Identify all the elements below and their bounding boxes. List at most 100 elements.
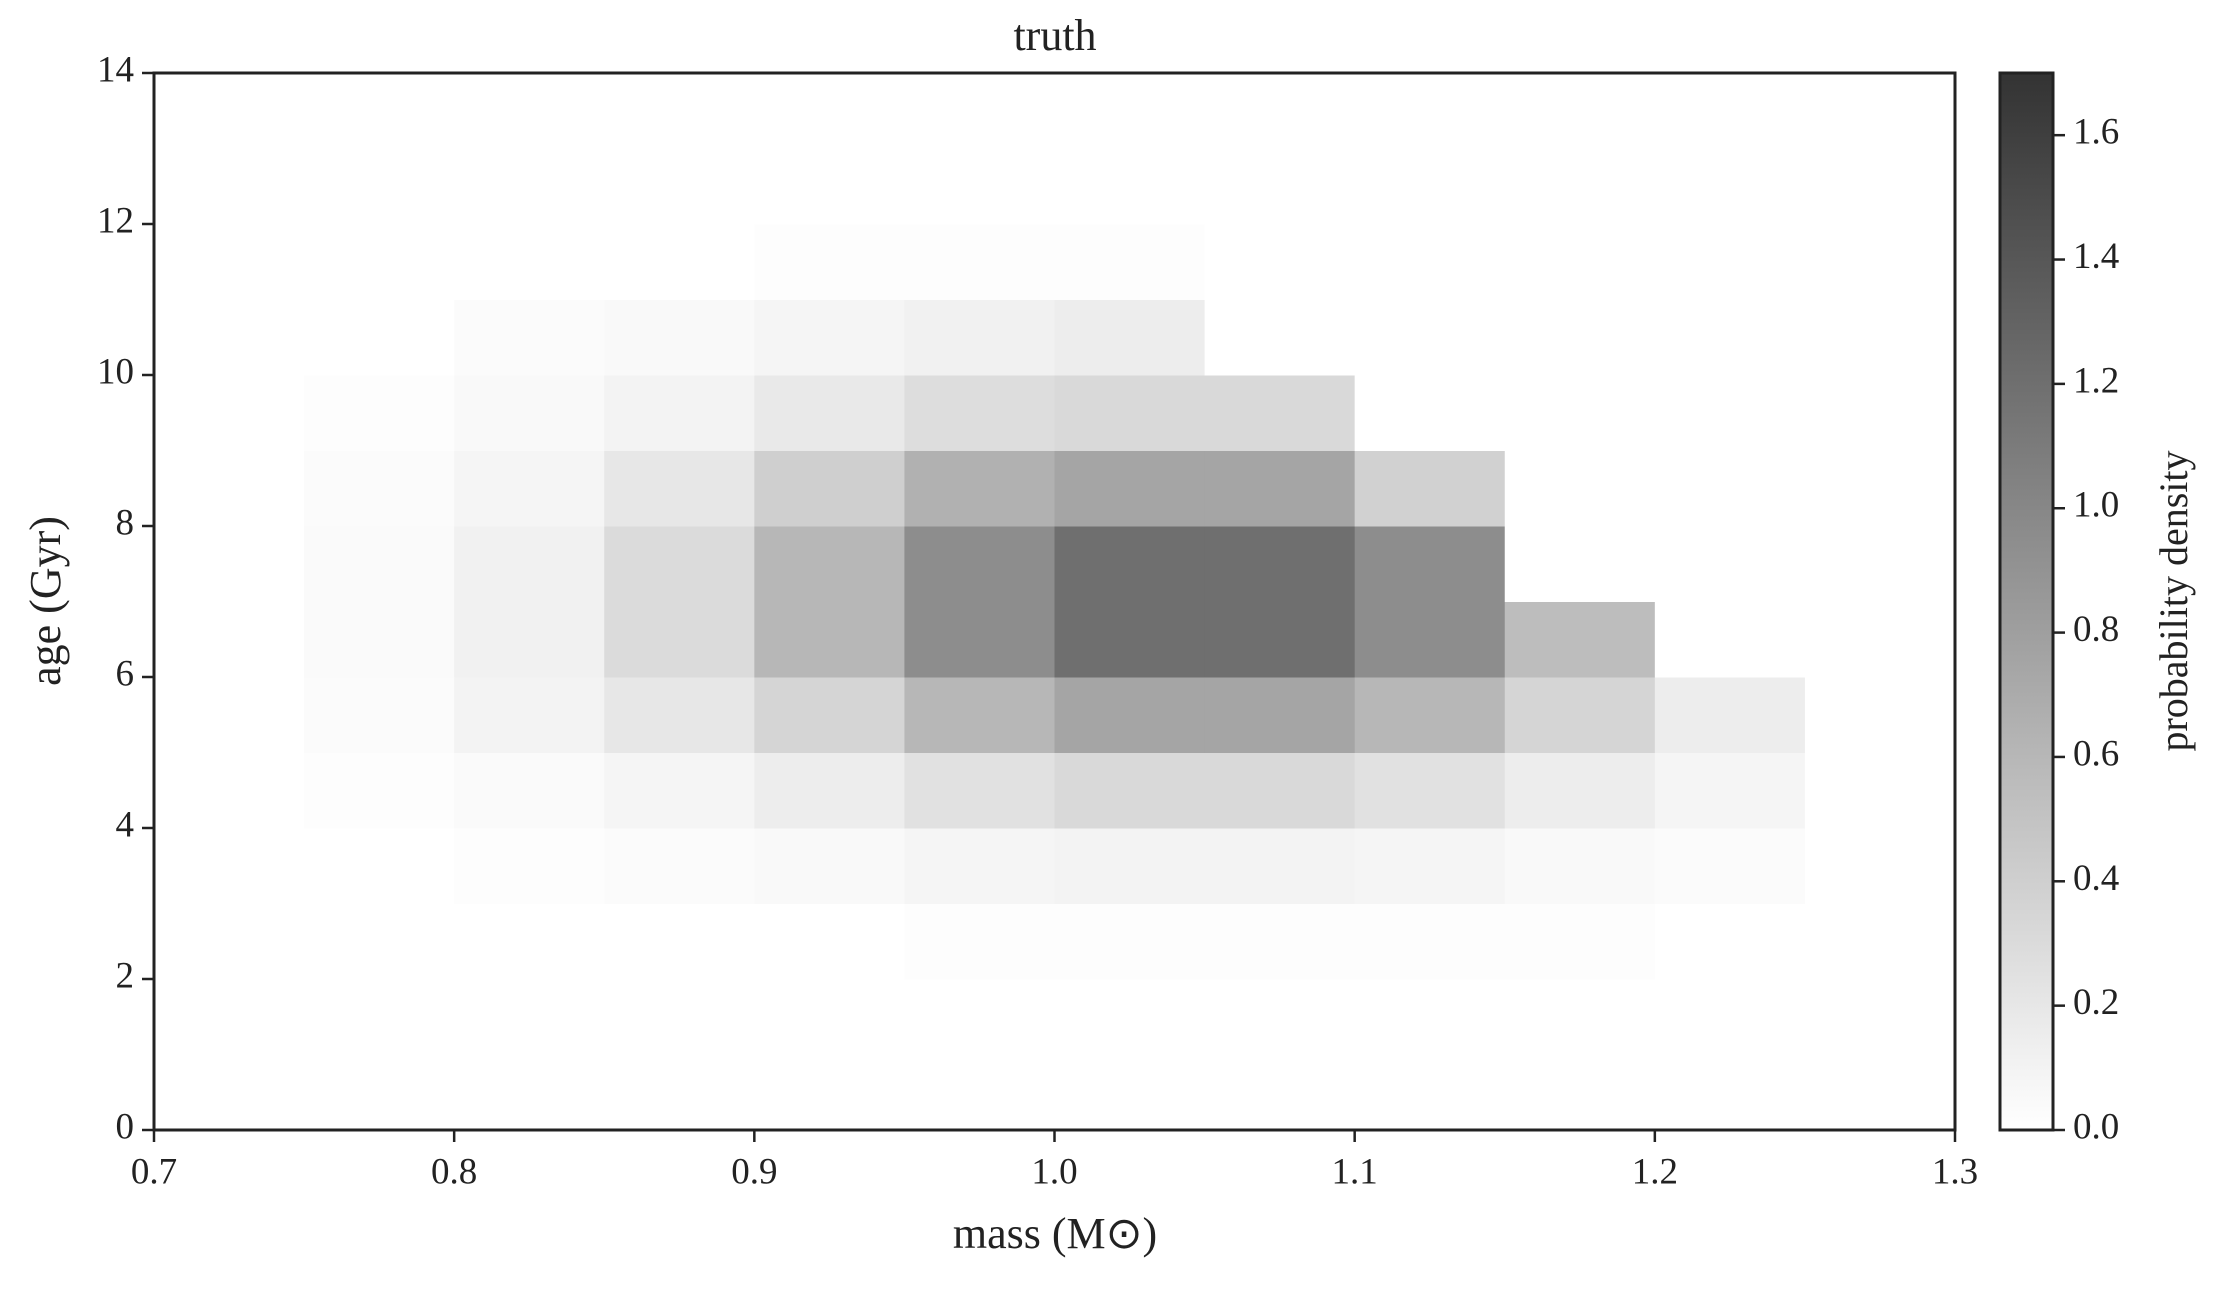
heatmap-cell — [1504, 526, 1656, 602]
heatmap-cell — [754, 450, 905, 527]
heatmap-cell — [1204, 299, 1356, 376]
heatmap-cell — [454, 828, 605, 904]
heatmap-cell — [1204, 450, 1356, 527]
x-tick-label: 1.2 — [1632, 1151, 1678, 1192]
heatmap-cell — [754, 73, 905, 149]
heatmap-cell — [754, 224, 905, 300]
heatmap-cell — [1354, 828, 1506, 904]
heatmap-cell — [154, 979, 305, 1055]
heatmap-cell — [1354, 224, 1506, 300]
heatmap-cell — [904, 299, 1055, 376]
heatmap-cell — [604, 224, 755, 300]
heatmap-cell — [1054, 299, 1206, 376]
heatmap-cell — [304, 1054, 455, 1131]
heatmap-cell — [754, 148, 905, 225]
heatmap-cell — [1504, 677, 1656, 753]
heatmap-cell — [304, 601, 455, 678]
heatmap-cell — [1354, 450, 1506, 527]
heatmap-cell — [754, 903, 905, 980]
heatmap-cell — [1204, 375, 1356, 451]
heatmap-cell — [154, 299, 305, 376]
heatmap-cell — [1054, 375, 1206, 451]
heatmap-cell — [1204, 73, 1356, 149]
colorbar-tick-label: 0.8 — [2073, 609, 2119, 650]
heatmap-cell — [1804, 73, 1956, 149]
heatmap-cell — [154, 450, 305, 527]
heatmap-cell — [154, 148, 305, 225]
heatmap-cell — [304, 903, 455, 980]
heatmap-cell — [1204, 677, 1356, 753]
heatmap-cell — [454, 1054, 605, 1131]
heatmap-cell — [1504, 979, 1656, 1055]
heatmap-cell — [154, 1054, 305, 1131]
chart-title: truth — [1013, 11, 1096, 60]
heatmap-cell — [604, 73, 755, 149]
heatmap-cell — [904, 148, 1055, 225]
heatmap-cell — [904, 73, 1055, 149]
heatmap-cell — [1504, 375, 1656, 451]
heatmap-cell — [754, 601, 905, 678]
heatmap-cell — [1654, 677, 1806, 753]
heatmap-cell — [604, 677, 755, 753]
heatmap-cell — [1204, 601, 1356, 678]
heatmap-cell — [1354, 752, 1506, 829]
heatmap-cell — [754, 1054, 905, 1131]
heatmap-cell — [454, 299, 605, 376]
y-tick-label: 0 — [116, 1106, 135, 1147]
heatmap-cell — [1804, 601, 1956, 678]
heatmap-cell — [454, 375, 605, 451]
heatmap-cell — [604, 828, 755, 904]
heatmap-cell — [1054, 601, 1206, 678]
heatmap-cell — [604, 979, 755, 1055]
heatmap-cell — [1354, 601, 1506, 678]
heatmap-cell — [454, 903, 605, 980]
x-tick-label: 0.9 — [731, 1151, 777, 1192]
heatmap-cell — [1654, 1054, 1806, 1131]
heatmap-cell — [154, 375, 305, 451]
heatmap-cell — [1204, 526, 1356, 602]
y-tick-label: 8 — [116, 502, 135, 543]
heatmap-cell — [1054, 73, 1206, 149]
heatmap-cell — [1354, 677, 1506, 753]
heatmap-cell — [604, 1054, 755, 1131]
heatmap-cell — [1204, 979, 1356, 1055]
heatmap-cell — [604, 526, 755, 602]
heatmap-cell — [1804, 677, 1956, 753]
heatmap-cell — [1654, 375, 1806, 451]
heatmap-cell — [1504, 148, 1656, 225]
heatmap-cell — [1804, 224, 1956, 300]
heatmap-cell — [454, 73, 605, 149]
y-tick-label: 4 — [116, 804, 135, 845]
y-tick-label: 14 — [97, 49, 134, 90]
heatmap-cell — [1654, 299, 1806, 376]
heatmap-cell — [1354, 1054, 1506, 1131]
heatmap-cell — [154, 903, 305, 980]
heatmap-cell — [1804, 375, 1956, 451]
colorbar-tick-label: 0.4 — [2073, 858, 2119, 899]
heatmap-cell — [454, 224, 605, 300]
heatmap-cell — [154, 752, 305, 829]
heatmap-cell — [904, 224, 1055, 300]
colorbar-tick-label: 1.2 — [2073, 360, 2119, 401]
heatmap-cell — [1654, 903, 1806, 980]
colorbar-tick-label: 1.0 — [2073, 485, 2119, 526]
heatmap-cell — [454, 450, 605, 527]
heatmap-cell — [1504, 601, 1656, 678]
heatmap-cell — [454, 526, 605, 602]
heatmap-cell — [754, 526, 905, 602]
heatmap-cell — [1654, 450, 1806, 527]
heatmap-cell — [604, 299, 755, 376]
heatmap-cell — [1354, 148, 1506, 225]
x-tick-label: 0.7 — [131, 1151, 177, 1192]
heatmap-cell — [604, 148, 755, 225]
heatmap-cell — [604, 375, 755, 451]
heatmap-cell — [1804, 979, 1956, 1055]
heatmap-cell — [1804, 903, 1956, 980]
heatmap-cell — [1354, 375, 1506, 451]
heatmap-cell — [1804, 148, 1956, 225]
heatmap-cell — [1054, 224, 1206, 300]
colorbar-tick-label: 1.6 — [2073, 112, 2119, 153]
heatmap-cell — [1054, 677, 1206, 753]
heatmap-cell — [904, 677, 1055, 753]
heatmap-cell — [904, 752, 1055, 829]
